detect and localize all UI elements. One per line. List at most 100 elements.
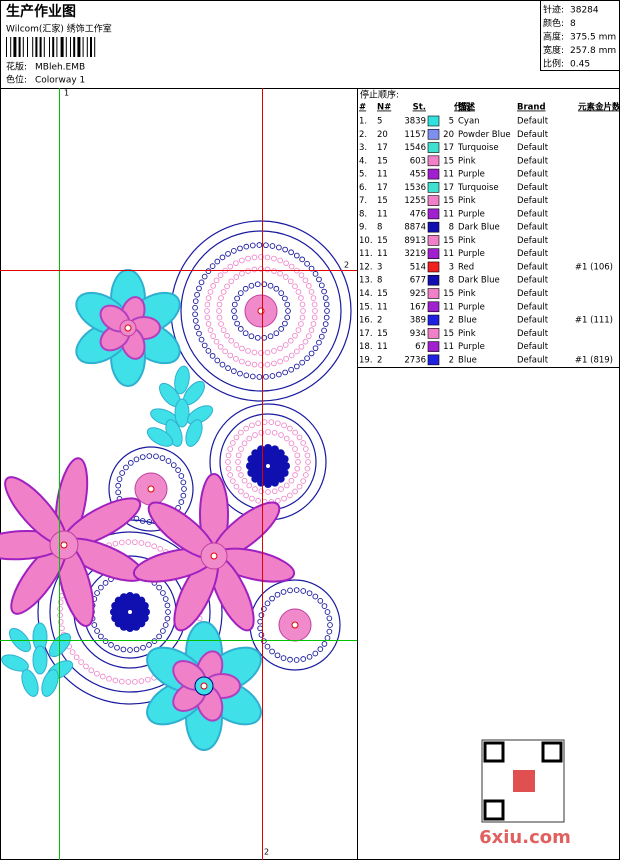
- stitch-dot: [282, 246, 288, 253]
- table-cell: Default: [517, 302, 549, 312]
- table-cell: 11.: [359, 249, 373, 259]
- stitch-dot: [267, 333, 274, 340]
- stitch-dot: [287, 337, 294, 344]
- stitch-dot: [280, 655, 287, 661]
- stitch-dot: [242, 330, 249, 337]
- color-swatch: [427, 354, 440, 366]
- stitch-dot: [69, 649, 76, 655]
- stitch-dot: [133, 646, 140, 653]
- stitch-dot: [304, 465, 311, 472]
- color-swatch: [427, 248, 440, 259]
- stitch-dot: [118, 678, 125, 685]
- stitch-dot: [225, 365, 231, 372]
- center: [210, 552, 218, 560]
- stitch-dot: [258, 632, 265, 638]
- stitch-dot: [277, 257, 283, 264]
- column-header: 描述: [458, 102, 476, 113]
- stitch-dot: [258, 254, 264, 260]
- stitch-dot: [205, 268, 212, 274]
- table-cell: 5: [449, 117, 454, 127]
- stitch-dot: [299, 359, 306, 366]
- table-cell: Default: [517, 249, 549, 259]
- stitch-dot: [278, 432, 284, 438]
- table-cell: Default: [517, 143, 549, 153]
- barcode-bar: [27, 37, 28, 57]
- table-cell: 5: [377, 117, 382, 127]
- stitch-dot: [264, 349, 271, 356]
- stitch-dot: [274, 591, 281, 598]
- stitch-dot: [300, 656, 307, 662]
- stitch-dot: [287, 278, 294, 285]
- table-cell: 19.: [359, 355, 373, 365]
- table-cell: 11: [377, 249, 388, 259]
- stitch-dot: [99, 673, 106, 680]
- table-cell: 17.: [359, 329, 373, 339]
- stitch-dot: [151, 543, 157, 550]
- leaf: [32, 645, 48, 675]
- stitch-dot: [133, 456, 140, 463]
- stitch-dot: [133, 515, 140, 522]
- stitch-dot: [162, 622, 169, 628]
- stat-value: 38284: [570, 6, 599, 16]
- stitch-dot: [94, 628, 100, 634]
- stitch-dot: [153, 453, 159, 460]
- table-cell: 15: [443, 289, 454, 299]
- leaf: [21, 669, 39, 697]
- stitch-dot: [258, 488, 265, 495]
- stitch-dot: [204, 314, 211, 321]
- table-cell: Pink: [458, 329, 476, 339]
- stitch-dot: [306, 590, 313, 597]
- table-cell: 6.: [359, 183, 367, 193]
- table-cell: 18.: [359, 342, 373, 352]
- stitch-dot: [98, 584, 104, 591]
- table-cell: Blue: [458, 355, 477, 365]
- stitch-dot: [162, 596, 169, 602]
- barcode-bar: [94, 37, 96, 57]
- stitch-dot: [231, 301, 238, 308]
- stitch-dot: [264, 600, 271, 607]
- stitch-dot: [254, 281, 261, 288]
- table-cell: 9.: [359, 223, 367, 233]
- stitch-dot: [245, 268, 251, 274]
- table-cell: 167: [410, 302, 426, 312]
- stitch-dot: [304, 355, 310, 362]
- stitch-dot: [249, 422, 255, 429]
- stitch-dot: [269, 373, 276, 379]
- barcode-bar: [35, 37, 38, 57]
- stitch-dot: [264, 643, 271, 650]
- stitch-dot: [57, 612, 63, 619]
- stitch-dot: [293, 363, 300, 370]
- barcode-bar: [82, 37, 84, 57]
- stitch-dot: [237, 370, 243, 377]
- barcode-bar: [56, 37, 58, 57]
- barcode-bar: [13, 37, 17, 57]
- color-swatch: [427, 182, 440, 193]
- stitch-dot: [295, 289, 302, 295]
- stitch-dot: [282, 342, 289, 348]
- stitch-dot: [249, 495, 255, 502]
- color-swatch: [427, 328, 440, 339]
- table-cell: 11: [377, 342, 388, 352]
- stitch-dot: [312, 650, 319, 657]
- stitch-dot: [299, 256, 306, 263]
- stitch-dot: [280, 589, 287, 595]
- stitch-dot: [278, 290, 285, 296]
- stitch-dot: [258, 429, 265, 436]
- stitch-dot: [292, 472, 298, 478]
- stitch-dot: [116, 476, 123, 482]
- table-cell: 2: [449, 316, 454, 326]
- stitch-dot: [192, 311, 198, 318]
- stitch-dot: [258, 266, 264, 272]
- stitch-dot: [140, 644, 146, 651]
- stitch-dot: [125, 539, 132, 545]
- stitch-dot: [293, 657, 300, 663]
- stitch-dot: [298, 321, 304, 327]
- stitch-dot: [132, 539, 138, 546]
- color-swatch: [427, 128, 440, 140]
- stitch-dot: [278, 486, 284, 492]
- stitch-dot: [145, 676, 151, 683]
- stitch-dot: [248, 333, 255, 340]
- stitch-dot: [204, 308, 210, 314]
- stitch-dot: [239, 270, 245, 277]
- stitch-dot: [292, 283, 298, 290]
